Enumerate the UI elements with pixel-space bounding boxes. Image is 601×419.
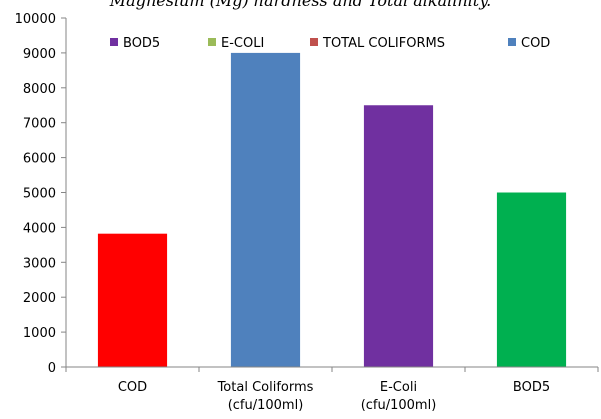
y-tick-label: 10000 xyxy=(15,12,56,27)
x-tick-label: BOD5 xyxy=(513,380,550,395)
bar-total-coliforms xyxy=(230,52,301,368)
legend-label: BOD5 xyxy=(123,36,160,51)
legend-swatch xyxy=(110,38,118,46)
bar-bod5 xyxy=(496,192,567,367)
y-tick-label: 6000 xyxy=(23,152,56,167)
x-tick-label: Total Coliforms (cfu/100ml) xyxy=(217,380,314,413)
bar-cod xyxy=(97,233,168,367)
bar-e-coli xyxy=(363,105,434,367)
x-tick-label: E-Coli (cfu/100ml) xyxy=(361,380,437,413)
legend-swatch xyxy=(208,38,216,46)
x-tick-label: COD xyxy=(118,380,147,395)
y-tick-label: 1000 xyxy=(23,326,56,341)
chart-caption: Magnesium (Mg) hardness and Total alkali… xyxy=(109,0,492,10)
legend-label: COD xyxy=(521,36,550,51)
y-axis: 0 1000 2000 3000 4000 5000 6000 7000 8000 9000 100… xyxy=(15,12,67,376)
bars xyxy=(97,52,567,368)
y-tick-label: 3000 xyxy=(23,256,56,271)
legend-label: TOTAL COLIFORMS xyxy=(322,36,445,51)
y-tick-label: 8000 xyxy=(23,82,56,97)
y-tick-label: 7000 xyxy=(23,117,56,132)
legend-swatch xyxy=(310,38,318,46)
y-tick-label: 4000 xyxy=(23,221,56,236)
legend-swatch xyxy=(508,38,516,46)
x-axis: COD Total Coliforms (cfu/100ml) E-Coli (cfu/… xyxy=(65,366,599,413)
y-tick-label: 2000 xyxy=(23,291,56,306)
legend-label: E-COLI xyxy=(221,36,264,51)
y-tick-label: 0 xyxy=(48,361,56,376)
legend: BOD5 E-COLI TOTAL COLIFORMS COD xyxy=(110,36,550,51)
y-tick-label: 5000 xyxy=(23,187,56,202)
y-tick-label: 9000 xyxy=(23,47,56,62)
